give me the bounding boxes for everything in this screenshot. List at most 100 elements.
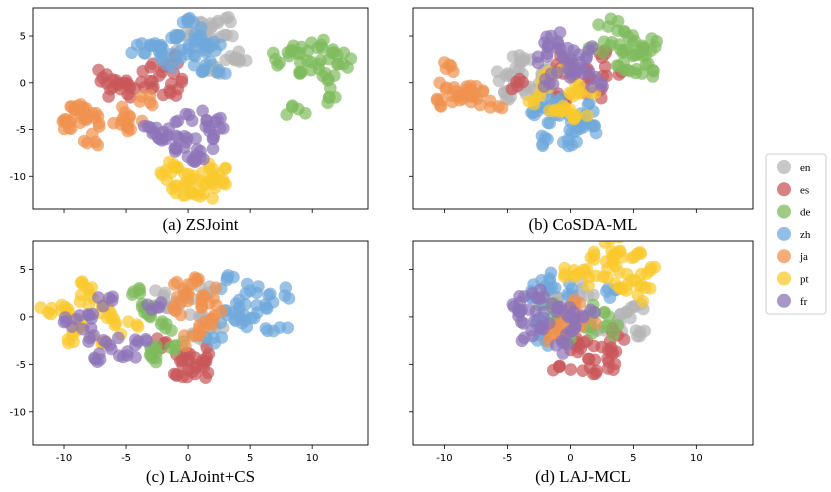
scatter-point-de xyxy=(133,282,146,295)
scatter-point-fr xyxy=(551,302,564,315)
scatter-point-pt xyxy=(633,246,647,259)
scatter-point-zh xyxy=(538,131,552,145)
panel-caption: (b) CoSDA-ML xyxy=(528,215,637,234)
scatter-point-zh xyxy=(250,286,263,300)
scatter-point-pt xyxy=(131,320,145,333)
panel-2: (b) CoSDA-ML xyxy=(409,7,754,234)
scatter-point-pt xyxy=(558,261,571,275)
scatter-point-de xyxy=(612,59,625,73)
scatter-point-ja xyxy=(146,98,159,112)
scatter-point-fr xyxy=(556,336,570,350)
scatter-point-fr xyxy=(196,104,209,118)
scatter-point-zh xyxy=(169,31,183,45)
scatter-point-de xyxy=(292,102,305,116)
legend-label-de: de xyxy=(800,207,811,219)
scatter-point-ja xyxy=(483,94,497,108)
x-tick-label: -5 xyxy=(502,453,512,464)
scatter-point-ja xyxy=(179,339,192,353)
scatter-points xyxy=(56,10,358,205)
scatter-point-es xyxy=(516,75,529,89)
scatter-point-fr xyxy=(540,50,554,63)
scatter-point-fr xyxy=(531,50,545,64)
scatter-point-zh xyxy=(189,35,203,48)
y-tick-label: -5 xyxy=(16,125,26,136)
scatter-point-ja xyxy=(210,299,223,312)
scatter-point-de xyxy=(273,56,286,70)
axes-frame xyxy=(412,7,754,210)
scatter-point-de xyxy=(143,348,157,362)
panel-caption: (a) ZSJoint xyxy=(162,215,238,234)
scatter-point-de xyxy=(295,40,308,54)
x-tick-label: -5 xyxy=(121,453,131,464)
scatter-point-pt xyxy=(580,109,594,123)
scatter-point-pt xyxy=(584,251,598,264)
scatter-point-ja xyxy=(91,138,105,152)
scatter-point-fr xyxy=(556,347,570,360)
scatter-point-pt xyxy=(563,86,576,100)
scatter-point-fr xyxy=(577,67,591,81)
scatter-point-pt xyxy=(194,190,207,203)
scatter-point-fr xyxy=(512,309,525,323)
scatter-point-de xyxy=(324,81,337,95)
x-tick-label: 0 xyxy=(567,453,573,464)
scatter-point-fr xyxy=(171,114,185,128)
scatter-point-de xyxy=(319,67,332,80)
scatter-point-ja xyxy=(195,300,209,313)
legend-marker-en xyxy=(777,160,791,174)
y-tick-label: -10 xyxy=(10,407,26,418)
scatter-point-de xyxy=(163,341,177,354)
legend-marker-ja xyxy=(777,249,791,264)
scatter-point-zh xyxy=(135,37,149,50)
scatter-point-pt xyxy=(569,269,582,282)
scatter-point-fr xyxy=(182,108,196,121)
y-tick-label: -5 xyxy=(16,360,26,371)
scatter-point-pt xyxy=(44,307,58,321)
scatter-point-pt xyxy=(182,174,196,187)
scatter-point-ja xyxy=(495,101,509,115)
x-tick-label: 0 xyxy=(185,453,191,464)
scatter-point-es xyxy=(587,367,600,381)
scatter-point-fr xyxy=(89,352,102,366)
scatter-point-pt xyxy=(169,186,183,200)
scatter-point-en xyxy=(631,329,644,343)
scatter-point-pt xyxy=(614,241,625,244)
scatter-point-fr xyxy=(137,119,151,133)
scatter-point-de xyxy=(317,33,330,47)
scatter-point-de xyxy=(622,30,635,44)
scatter-point-pt xyxy=(601,271,614,285)
scatter-point-fr xyxy=(203,124,216,138)
scatter-point-pt xyxy=(570,109,583,122)
scatter-point-pt xyxy=(616,250,629,264)
scatter-point-fr xyxy=(129,333,142,347)
scatter-point-es xyxy=(174,354,187,368)
scatter-point-zh xyxy=(562,139,575,153)
scatter-point-fr xyxy=(544,67,558,80)
scatter-point-de xyxy=(293,67,307,80)
scatter-point-de xyxy=(650,35,663,48)
legend-box xyxy=(765,153,827,315)
scatter-point-en xyxy=(613,308,627,322)
scatter-point-ja xyxy=(197,289,211,303)
scatter-point-pt xyxy=(598,241,612,249)
scatter-point-fr xyxy=(588,306,601,319)
scatter-point-ja xyxy=(435,93,448,107)
scatter-point-ja xyxy=(466,88,480,101)
axes-frame xyxy=(412,240,754,446)
scatter-point-zh xyxy=(209,44,222,57)
scatter-point-fr xyxy=(589,70,602,84)
scatter-points xyxy=(506,241,662,381)
scatter-points xyxy=(430,12,663,153)
scatter-point-de xyxy=(321,96,335,110)
scatter-point-zh xyxy=(543,116,556,130)
scatter-point-fr xyxy=(533,292,546,306)
scatter-point-ja xyxy=(439,62,453,75)
scatter-point-pt xyxy=(643,282,657,295)
x-tick-label: -10 xyxy=(436,453,452,464)
x-tick-label: 10 xyxy=(306,453,319,464)
scatter-point-en xyxy=(233,53,246,67)
scatter-point-es xyxy=(181,363,195,377)
scatter-point-fr xyxy=(206,142,220,156)
scatter-point-ja xyxy=(85,107,99,120)
scatter-point-zh xyxy=(137,46,151,60)
